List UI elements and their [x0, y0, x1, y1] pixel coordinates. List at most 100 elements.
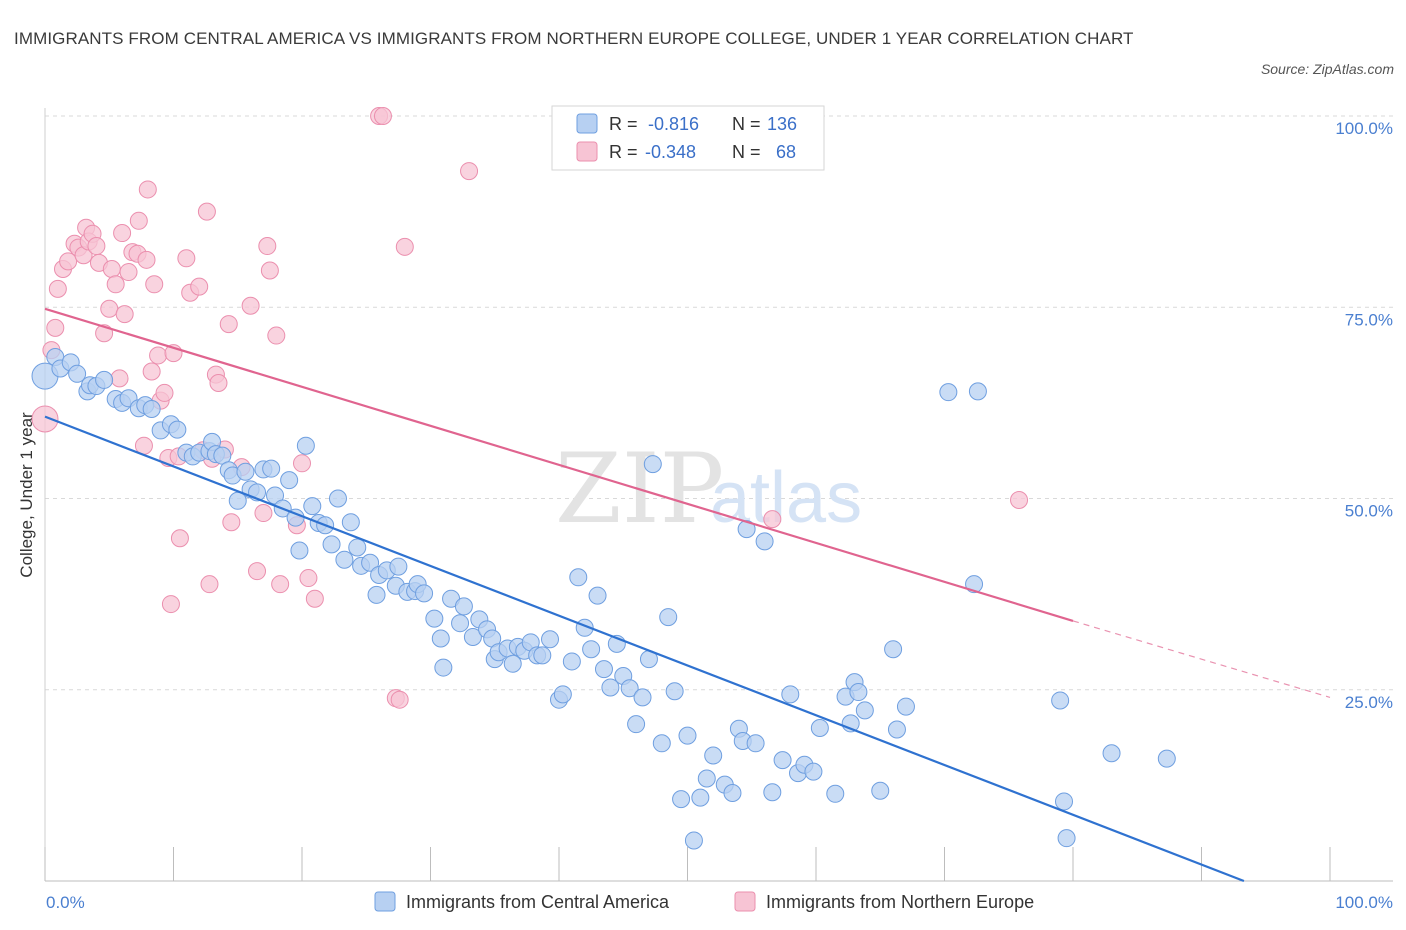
point-central-america: [562, 652, 581, 671]
trend-lines: [44, 307, 1331, 883]
point-central-america: [871, 781, 890, 800]
point-northern-europe: [299, 569, 318, 588]
point-central-america: [335, 550, 354, 569]
point-central-america: [142, 399, 161, 418]
point-central-america: [322, 535, 341, 554]
point-central-america: [1051, 691, 1070, 710]
correlation-legend: R = -0.816 N = 136 R = -0.348 N = 68: [551, 105, 825, 171]
point-central-america: [855, 701, 874, 720]
point-central-america: [569, 568, 588, 587]
point-northern-europe: [149, 346, 168, 365]
point-northern-europe: [155, 383, 174, 402]
legend-r-label-blue: R =: [609, 114, 638, 134]
point-northern-europe: [106, 275, 125, 294]
source-credit: Source: ZipAtlas.com: [1260, 61, 1394, 77]
point-central-america: [68, 364, 87, 383]
point-central-america: [290, 541, 309, 560]
legend-item-northern-europe-swatch: [734, 891, 756, 912]
point-central-america: [804, 762, 823, 781]
point-northern-europe: [258, 237, 277, 256]
point-central-america: [296, 436, 315, 455]
chart-title: IMMIGRANTS FROM CENTRAL AMERICA VS IMMIG…: [14, 29, 1134, 48]
watermark-atlas: atlas: [710, 458, 862, 538]
x-tick-label-start: 0.0%: [46, 893, 85, 912]
point-northern-europe: [115, 305, 134, 324]
point-central-america: [95, 370, 114, 389]
point-central-america: [684, 831, 703, 850]
point-central-america: [348, 538, 367, 557]
legend-item-northern-europe: Immigrants from Northern Europe: [766, 892, 1034, 912]
point-central-america: [773, 751, 792, 770]
legend-r-label-pink: R =: [609, 142, 638, 162]
point-northern-europe: [119, 263, 138, 282]
point-northern-europe: [248, 562, 267, 581]
point-northern-europe: [31, 405, 59, 433]
point-central-america: [303, 497, 322, 516]
point-central-america: [328, 489, 347, 508]
point-central-america: [849, 683, 868, 702]
point-northern-europe: [219, 315, 238, 334]
point-central-america: [168, 420, 187, 439]
point-central-america: [1102, 744, 1121, 763]
point-central-america: [643, 455, 662, 474]
point-northern-europe: [87, 237, 106, 256]
point-central-america: [1055, 792, 1074, 811]
point-central-america: [425, 609, 444, 628]
point-northern-europe: [177, 249, 196, 268]
series-legend: Immigrants from Central America Immigran…: [374, 891, 1034, 912]
point-northern-europe: [271, 575, 290, 594]
point-central-america: [810, 719, 829, 737]
point-central-america: [697, 769, 716, 788]
point-northern-europe: [100, 299, 119, 318]
point-central-america: [652, 734, 671, 753]
point-northern-europe: [460, 162, 479, 181]
point-northern-europe: [161, 595, 180, 614]
point-central-america: [737, 520, 756, 539]
point-northern-europe: [390, 690, 409, 709]
point-central-america: [763, 783, 782, 802]
legend-item-central-america-swatch: [374, 891, 396, 912]
point-northern-europe: [763, 510, 782, 529]
point-central-america: [659, 608, 678, 627]
point-northern-europe: [197, 202, 216, 221]
point-central-america: [262, 459, 281, 478]
point-central-america: [887, 720, 906, 739]
point-northern-europe: [46, 318, 65, 337]
point-northern-europe: [373, 107, 392, 125]
legend-n-label-pink: N =: [732, 142, 761, 162]
point-central-america: [361, 553, 380, 572]
legend-r-value-pink: -0.348: [645, 142, 696, 162]
point-northern-europe: [59, 252, 78, 271]
y-tick-label: 100.0%: [1335, 119, 1393, 138]
point-central-america: [389, 557, 408, 576]
point-northern-europe: [254, 504, 273, 523]
point-central-america: [341, 513, 360, 532]
point-northern-europe: [209, 373, 228, 392]
point-central-america: [672, 790, 691, 809]
series-northern-europe-points: [31, 107, 1029, 709]
point-central-america: [884, 640, 903, 659]
point-central-america: [746, 734, 765, 753]
point-northern-europe: [129, 211, 148, 230]
point-northern-europe: [241, 296, 260, 315]
point-northern-europe: [102, 260, 121, 278]
point-central-america: [723, 784, 742, 803]
series-central-america-points: [31, 347, 1176, 850]
y-tick-label: 50.0%: [1345, 502, 1393, 521]
point-central-america: [665, 682, 684, 701]
point-central-america: [968, 382, 987, 401]
point-central-america: [678, 726, 697, 745]
legend-n-label-blue: N =: [732, 114, 761, 134]
point-central-america: [463, 627, 482, 646]
point-central-america: [434, 658, 453, 677]
point-northern-europe: [260, 261, 279, 280]
legend-swatch-pink: [576, 141, 598, 162]
point-central-america: [454, 597, 473, 616]
point-central-america: [755, 532, 774, 551]
point-central-america: [1157, 749, 1176, 768]
trend-line-northern-europe-extension: [1072, 620, 1331, 698]
point-central-america: [691, 788, 710, 807]
point-central-america: [367, 585, 386, 604]
point-central-america: [236, 462, 255, 481]
y-axis-label: College, Under 1 year: [17, 412, 36, 578]
